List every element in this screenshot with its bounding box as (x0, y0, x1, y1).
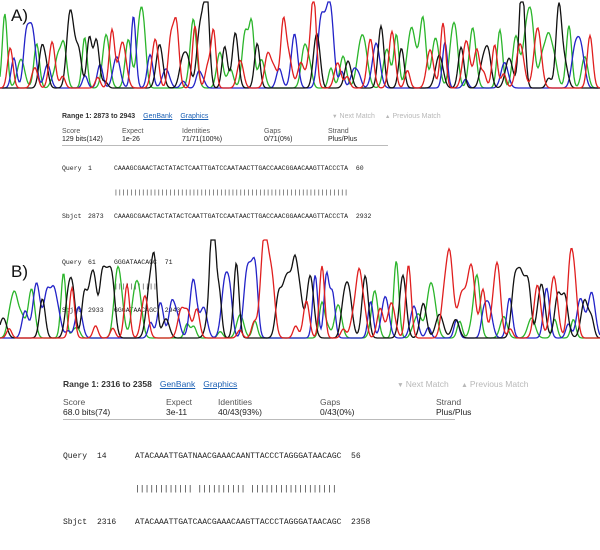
query-label: Query (62, 259, 82, 266)
query-start: 14 (97, 452, 107, 461)
range-title: Range 1: 2873 to 2943 (62, 113, 136, 120)
trace-g (0, 239, 600, 339)
gaps-value: 0/43(0%) (320, 407, 355, 417)
genbank-link[interactable]: GenBank (159, 379, 196, 389)
sbjct-start: 2316 (97, 518, 117, 527)
strand-header: Strand (436, 397, 462, 407)
query-end: 56 (351, 452, 361, 461)
query-end: 71 (164, 259, 173, 266)
gaps-value: 0/71(0%) (264, 136, 293, 143)
sbjct-label: Sbjct (62, 213, 82, 220)
query-label: Query (62, 165, 82, 172)
query-line: Query 1 CAAAGCGAACTACTATACTCAATTGATCCAATAA… (62, 165, 532, 173)
identities-header: Identities (182, 128, 211, 135)
sbjct-end: 2932 (355, 213, 372, 220)
query-start: 61 (88, 259, 96, 266)
sbjct-line: Sbjct 2873 CAAAGCGAACTACTATACTCAATTGATCCAA… (62, 213, 532, 221)
sbjct-sequence: ATACAAATTGATCAACGAAACAAGTTACCCTAGGGATAAC… (135, 518, 342, 527)
sbjct-line: Sbjct 2933 GGGATAACAGC 2943 (62, 307, 532, 315)
previous-match-link[interactable]: ▲ Previous Match (461, 379, 528, 389)
query-sequence: GGGATAACAGC (114, 259, 157, 266)
query-sequence: ATACAAATTGATNAACGAAACAANTTACCCTAGGGATAAC… (135, 452, 342, 461)
trace-c (0, 256, 600, 339)
panel-a-label: A) (11, 6, 28, 25)
identities-value: 40/43(93%) (218, 407, 262, 417)
match-markers: ||||||||||||||||||||||||||||||||||||||||… (114, 189, 349, 196)
panel-b-label: B) (11, 262, 28, 281)
expect-value: 3e-11 (166, 407, 188, 417)
chromatogram-b (0, 238, 600, 343)
next-match-label: Next Match (339, 113, 375, 120)
gaps-header: Gaps (320, 397, 341, 407)
down-arrow-icon: ▼ (332, 114, 338, 120)
sbjct-label: Sbjct (62, 307, 82, 314)
sbjct-sequence: CAAAGCGAACTACTATACTCAATTGATCCAATAACTTGAC… (114, 213, 349, 220)
expect-header: Expect (122, 128, 144, 135)
down-arrow-icon: ▼ (397, 382, 404, 389)
score-value: 129 bits(142) (62, 136, 103, 143)
query-end: 60 (355, 165, 364, 172)
query-start: 1 (88, 165, 92, 172)
strand-value: Plus/Plus (436, 407, 472, 417)
chromatogram-a (0, 0, 600, 95)
sbjct-end: 2943 (164, 307, 181, 314)
alignment: Query 1 CAAAGCGAACTACTATACTCAATTGATCCAATAA… (62, 149, 532, 331)
blast-result-b: Range 1: 2316 to 2358 GenBank Graphics ▼… (63, 379, 563, 550)
query-sequence: CAAAGCGAACTACTATACTCAATTGATCCAATAACTTGAC… (114, 165, 349, 172)
next-match-label: Next Match (405, 379, 449, 389)
match-line: |||||||||||| |||||||||| ||||||||||||||||… (63, 484, 563, 495)
query-line: Query 61 GGGATAACAGC 71 (62, 259, 532, 267)
sbjct-label: Sbjct (63, 518, 88, 527)
range-header: Range 1: 2873 to 2943 GenBank Graphics ▼… (62, 113, 532, 124)
previous-match-link[interactable]: ▲ Previous Match (385, 113, 441, 120)
score-header: Score (62, 128, 81, 135)
up-arrow-icon: ▲ (461, 382, 468, 389)
match-line: ||||||||||| (62, 283, 532, 291)
expect-header: Expect (166, 397, 192, 407)
genbank-link[interactable]: GenBank (143, 113, 173, 120)
score-value: 68.0 bits(74) (63, 407, 111, 417)
gaps-header: Gaps (264, 128, 281, 135)
match-markers: |||||||||||| |||||||||| ||||||||||||||||… (135, 485, 337, 494)
stats-table: Score Expect Identities Gaps Strand 129 … (62, 128, 388, 146)
identities-header: Identities (218, 397, 253, 407)
up-arrow-icon: ▲ (384, 114, 391, 120)
next-match-link[interactable]: ▼ Next Match (397, 379, 449, 389)
trace-t (0, 1, 600, 89)
stats-table: Score Expect Identities Gaps Strand 68.0… (63, 397, 471, 420)
sbjct-end: 2358 (351, 518, 371, 527)
sbjct-start: 2933 (88, 307, 104, 314)
query-label: Query (63, 452, 88, 461)
graphics-link[interactable]: Graphics (180, 113, 209, 120)
range-title: Range 1: 2316 to 2358 (63, 379, 152, 389)
match-markers: ||||||||||| (114, 283, 157, 290)
next-match-link[interactable]: ▼ Next Match (332, 113, 375, 120)
sbjct-sequence: GGGATAACAGC (114, 307, 157, 314)
graphics-link[interactable]: Graphics (203, 379, 238, 389)
previous-match-label: Previous Match (392, 113, 441, 120)
alignment: Query 14 ATACAAATTGATNAACGAAACAANTTACCCTAG… (63, 429, 563, 550)
expect-value: 1e-26 (122, 136, 140, 143)
query-line: Query 14 ATACAAATTGATNAACGAAACAANTTACCCTAG… (63, 451, 563, 462)
sbjct-line: Sbjct 2316 ATACAAATTGATCAACGAAACAAGTTACCCT… (63, 517, 563, 528)
sbjct-start: 2873 (88, 213, 104, 220)
strand-value: Plus/Plus (328, 136, 358, 143)
score-header: Score (63, 397, 86, 407)
strand-header: Strand (328, 128, 349, 135)
previous-match-label: Previous Match (469, 379, 529, 389)
blast-result-a: Range 1: 2873 to 2943 GenBank Graphics ▼… (62, 113, 532, 331)
range-header: Range 1: 2316 to 2358 GenBank Graphics ▼… (63, 379, 563, 391)
trace-t (0, 239, 600, 339)
trace-g (0, 1, 600, 89)
match-line: ||||||||||||||||||||||||||||||||||||||||… (62, 189, 532, 197)
identities-value: 71/71(100%) (182, 136, 223, 143)
